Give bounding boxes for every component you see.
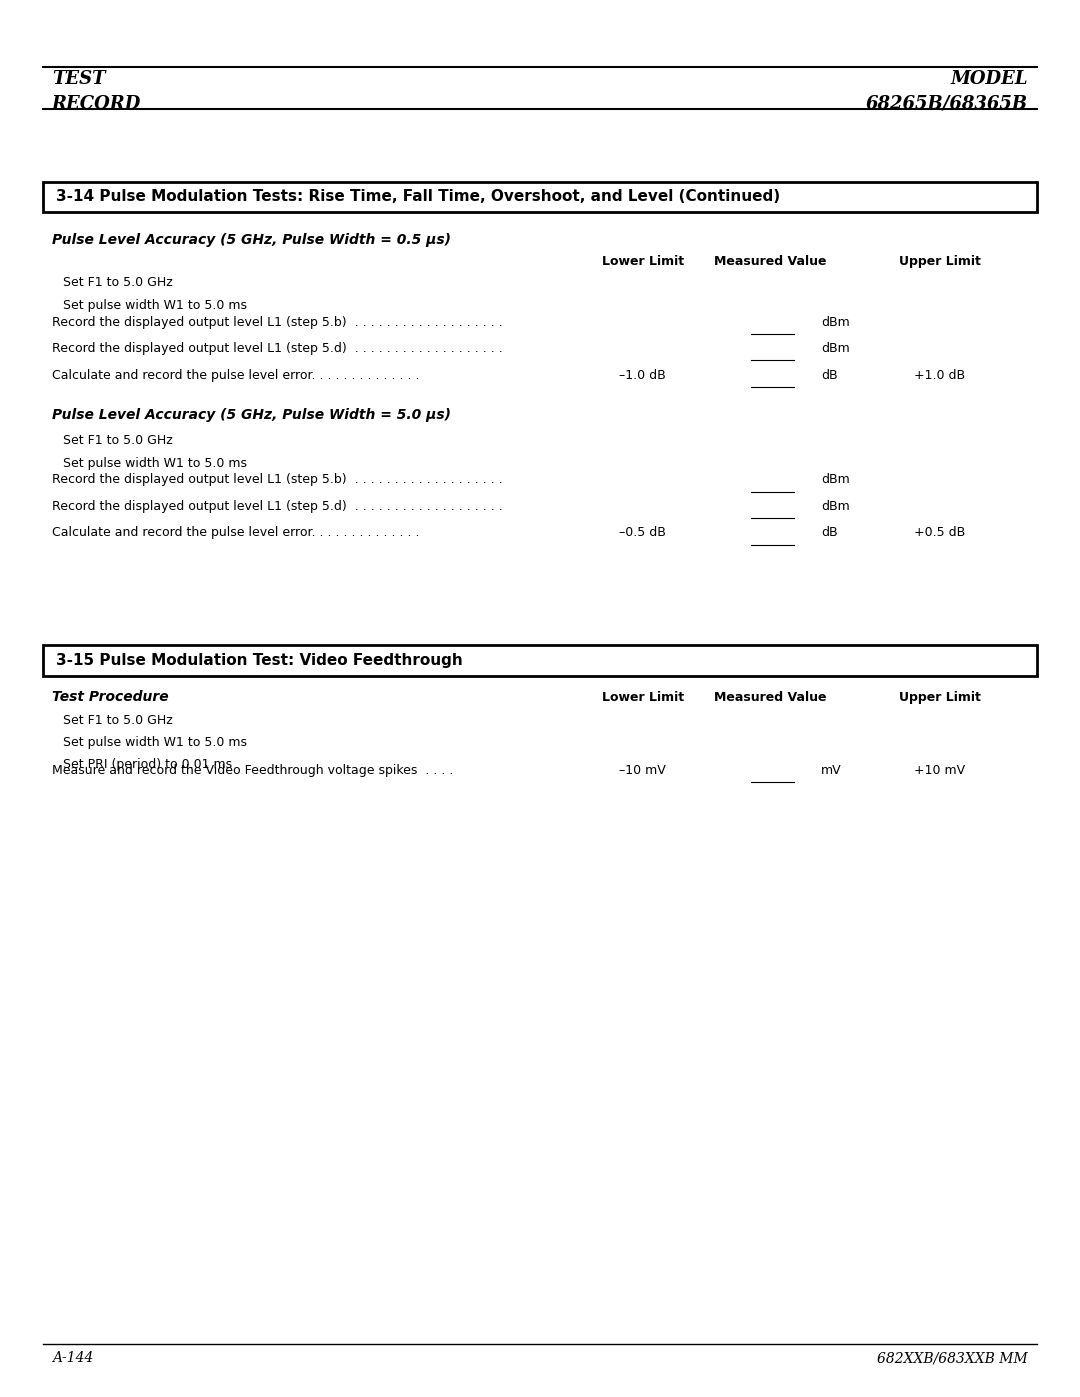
Text: Record the displayed output level L1 (step 5.b)  . . . . . . . . . . . . . . . .: Record the displayed output level L1 (st…	[52, 316, 502, 328]
Text: Lower Limit: Lower Limit	[602, 692, 684, 704]
Text: 682XXB/683XXB MM: 682XXB/683XXB MM	[877, 1351, 1028, 1365]
Text: Pulse Level Accuracy (5 GHz, Pulse Width = 0.5 μs): Pulse Level Accuracy (5 GHz, Pulse Width…	[52, 233, 450, 247]
Text: Lower Limit: Lower Limit	[602, 256, 684, 268]
Text: +0.5 dB: +0.5 dB	[914, 527, 966, 539]
Text: Calculate and record the pulse level error. . . . . . . . . . . . . .: Calculate and record the pulse level err…	[52, 369, 419, 381]
Text: dB: dB	[821, 369, 837, 381]
Text: TEST: TEST	[52, 70, 106, 88]
Text: Set PRI (period) to 0.01 ms: Set PRI (period) to 0.01 ms	[63, 759, 232, 771]
Text: –1.0 dB: –1.0 dB	[619, 369, 666, 381]
FancyBboxPatch shape	[43, 645, 1037, 676]
Text: Measured Value: Measured Value	[714, 256, 826, 268]
Text: RECORD: RECORD	[52, 95, 141, 113]
Text: Set pulse width W1 to 5.0 ms: Set pulse width W1 to 5.0 ms	[63, 457, 246, 469]
Text: 3-14 Pulse Modulation Tests: Rise Time, Fall Time, Overshoot, and Level (Continu: 3-14 Pulse Modulation Tests: Rise Time, …	[56, 190, 780, 204]
Text: Record the displayed output level L1 (step 5.d)  . . . . . . . . . . . . . . . .: Record the displayed output level L1 (st…	[52, 500, 502, 513]
Text: Set F1 to 5.0 GHz: Set F1 to 5.0 GHz	[63, 434, 173, 447]
Text: Pulse Level Accuracy (5 GHz, Pulse Width = 5.0 μs): Pulse Level Accuracy (5 GHz, Pulse Width…	[52, 408, 450, 422]
Text: Record the displayed output level L1 (step 5.d)  . . . . . . . . . . . . . . . .: Record the displayed output level L1 (st…	[52, 342, 502, 355]
Text: Test Procedure: Test Procedure	[52, 690, 168, 704]
Text: dBm: dBm	[821, 316, 850, 328]
Text: +10 mV: +10 mV	[914, 764, 966, 777]
FancyBboxPatch shape	[43, 182, 1037, 212]
Text: Set pulse width W1 to 5.0 ms: Set pulse width W1 to 5.0 ms	[63, 299, 246, 312]
Text: Calculate and record the pulse level error. . . . . . . . . . . . . .: Calculate and record the pulse level err…	[52, 527, 419, 539]
Text: Record the displayed output level L1 (step 5.b)  . . . . . . . . . . . . . . . .: Record the displayed output level L1 (st…	[52, 474, 502, 486]
Text: MODEL: MODEL	[950, 70, 1028, 88]
Text: Set pulse width W1 to 5.0 ms: Set pulse width W1 to 5.0 ms	[63, 736, 246, 749]
Text: dB: dB	[821, 527, 837, 539]
Text: Measured Value: Measured Value	[714, 692, 826, 704]
Text: 68265B/68365B: 68265B/68365B	[866, 95, 1028, 113]
Text: Upper Limit: Upper Limit	[899, 692, 981, 704]
Text: –10 mV: –10 mV	[619, 764, 666, 777]
Text: Upper Limit: Upper Limit	[899, 256, 981, 268]
Text: Set F1 to 5.0 GHz: Set F1 to 5.0 GHz	[63, 714, 173, 726]
Text: mV: mV	[821, 764, 841, 777]
Text: dBm: dBm	[821, 342, 850, 355]
Text: 3-15 Pulse Modulation Test: Video Feedthrough: 3-15 Pulse Modulation Test: Video Feedth…	[56, 654, 463, 668]
Text: dBm: dBm	[821, 474, 850, 486]
Text: Measure and record the Video Feedthrough voltage spikes  . . . .: Measure and record the Video Feedthrough…	[52, 764, 454, 777]
Text: –0.5 dB: –0.5 dB	[619, 527, 666, 539]
Text: +1.0 dB: +1.0 dB	[914, 369, 966, 381]
Text: dBm: dBm	[821, 500, 850, 513]
Text: Set F1 to 5.0 GHz: Set F1 to 5.0 GHz	[63, 277, 173, 289]
Text: A-144: A-144	[52, 1351, 93, 1365]
